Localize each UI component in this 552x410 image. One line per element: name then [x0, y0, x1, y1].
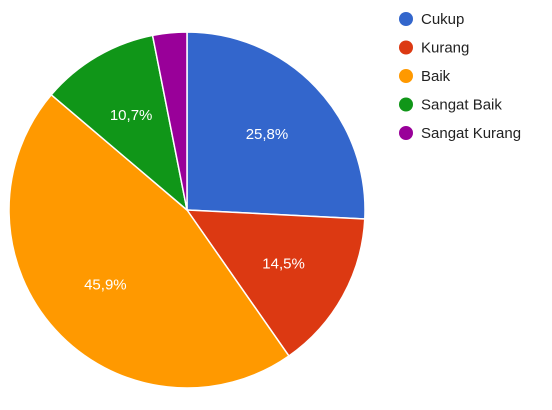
legend-label-cukup: Cukup	[421, 11, 464, 28]
data-label-kurang: 14,5%	[262, 255, 305, 272]
legend-swatch-baik	[399, 69, 413, 83]
legend: Cukup Kurang Baik Sangat Baik Sangat Kurang	[399, 11, 521, 142]
legend-swatch-kurang	[399, 40, 413, 55]
legend-item-sangat-baik: Sangat Baik	[399, 97, 502, 114]
legend-label-sangat-baik: Sangat Baik	[421, 97, 502, 114]
legend-swatch-cukup	[399, 12, 413, 26]
legend-label-kurang: Kurang	[421, 40, 469, 57]
pie-slice-baik	[8, 93, 290, 389]
pie-slice-cukup	[186, 31, 366, 220]
legend-swatch-sangat-baik	[399, 97, 413, 112]
pie-slice-sangat-baik	[50, 34, 189, 212]
data-label-cukup: 25,8%	[246, 126, 289, 143]
legend-swatch-sangat-kurang	[399, 126, 413, 140]
legend-item-baik: Baik	[399, 68, 451, 85]
data-label-sangat-baik: 10,7%	[110, 107, 153, 124]
pie-data-labels: 25,8% 14,5% 45,9% 10,7%	[84, 107, 305, 293]
pie-slice-kurang	[185, 209, 366, 357]
legend-item-cukup: Cukup	[399, 11, 464, 28]
legend-item-kurang: Kurang	[399, 40, 469, 57]
pie-slice-sangat-kurang	[151, 31, 188, 211]
legend-label-sangat-kurang: Sangat Kurang	[421, 125, 521, 142]
pie-slices	[8, 31, 366, 389]
legend-item-sangat-kurang: Sangat Kurang	[399, 125, 521, 142]
legend-label-baik: Baik	[421, 68, 451, 85]
data-label-baik: 45,9%	[84, 276, 127, 293]
